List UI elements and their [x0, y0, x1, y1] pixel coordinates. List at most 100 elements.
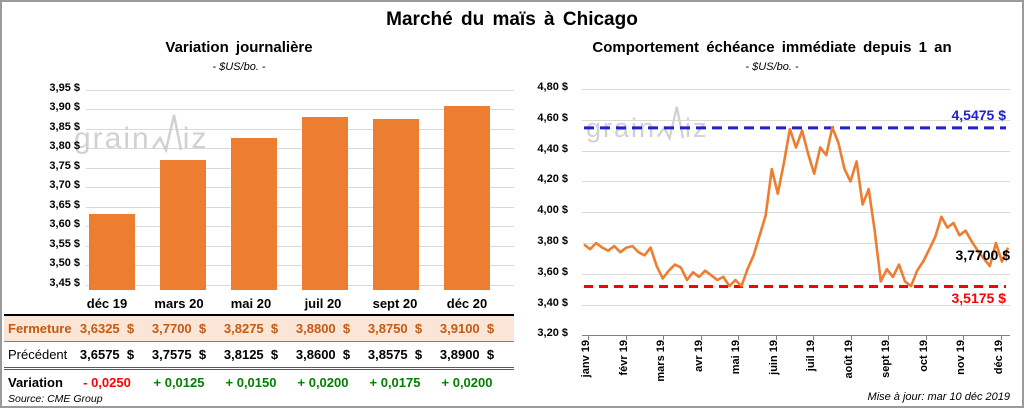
- x-axis-tick: [663, 335, 664, 340]
- y-axis-tick-label: 4,00 $: [537, 204, 568, 217]
- gridline: [86, 109, 514, 111]
- gridline: [86, 148, 514, 150]
- gridline: [582, 181, 1010, 183]
- watermark-spike-icon: [151, 114, 182, 154]
- y-axis-tick-label: 3,45 $: [49, 276, 80, 289]
- update-note: Mise à jour: mar 10 déc 2019: [867, 391, 1010, 403]
- bar: [160, 160, 206, 290]
- table-column-header: juil 20: [304, 295, 342, 311]
- x-axis-tick-label: sept 19: [880, 340, 892, 378]
- x-axis-tick: [625, 335, 627, 340]
- x-axis-tick-label: oct 19: [917, 340, 930, 372]
- table-cell: 3,8275 $: [223, 321, 279, 336]
- x-axis-tick-label: août 19: [842, 340, 855, 379]
- y-axis-tick-label: 3,60 $: [49, 218, 80, 231]
- y-axis-tick-label: 3,40 $: [537, 296, 568, 309]
- x-axis-tick-label: déc 19: [992, 340, 1005, 375]
- bar: [373, 119, 419, 290]
- table-cell: 3,8600 $: [295, 347, 351, 362]
- last-price-label: 3,7700 $: [955, 247, 1011, 263]
- gridline: [582, 304, 1010, 306]
- line-chart-plot-area: [582, 80, 1010, 340]
- gridline: [86, 206, 514, 208]
- bar: [302, 117, 348, 290]
- line-chart-subtitle: - $US/bo. -: [745, 61, 799, 73]
- y-axis-tick-label: 4,80 $: [537, 81, 568, 93]
- table-column-header: sept 20: [372, 295, 418, 311]
- table-column-header: déc 20: [446, 295, 488, 311]
- quotes-table: déc 19 mars 20 mai 20 juil 20 sept 20 déc 20 F…: [4, 292, 514, 394]
- table-cell: 3,8575 $: [367, 347, 423, 362]
- source-note: Source: CME Group: [8, 393, 103, 405]
- bar: [231, 137, 277, 290]
- table-cell: + 0,0175: [369, 374, 421, 390]
- y-axis-tick-label: 4,40 $: [537, 142, 568, 155]
- table-column-header: mai 20: [230, 295, 272, 311]
- support-value-label: 3,5175 $: [951, 290, 1007, 306]
- gridline: [86, 265, 514, 267]
- row-label: Fermeture: [8, 321, 72, 336]
- x-axis-tick-label: avr 19: [692, 340, 705, 372]
- y-axis-tick-label: 3,55 $: [49, 237, 80, 250]
- table-cell: 3,7575 $: [151, 347, 207, 362]
- y-axis-tick-label: 3,80 $: [537, 235, 568, 247]
- table-cell: 3,6575 $: [79, 347, 135, 362]
- y-axis-tick-label: 3,50 $: [49, 257, 80, 270]
- x-axis-tick: [588, 335, 589, 340]
- x-axis-tick-label: janv 19: [580, 340, 592, 378]
- watermark-text: grain: [74, 122, 151, 155]
- table-header-row: déc 19 mars 20 mai 20 juil 20 sept 20 déc 20: [4, 292, 514, 316]
- x-axis-tick-label: févr 19: [617, 340, 630, 376]
- gridline: [582, 89, 1010, 90]
- x-axis-tick-label: juin 19: [767, 340, 780, 375]
- table-cell: 3,8800 $: [295, 321, 351, 336]
- y-axis-tick-label: 3,20 $: [537, 327, 568, 340]
- x-axis-tick: [888, 335, 889, 340]
- gridline: [582, 150, 1010, 152]
- y-axis-tick-label: 3,80 $: [49, 140, 80, 153]
- table-row-fermeture: Fermeture 3,6325 $ 3,7700 $ 3,8275 $ 3,8800 …: [4, 316, 514, 342]
- page-title: Marché du maïs à Chicago: [386, 9, 638, 30]
- line-chart-title: Comportement échéance immédiate depuis 1…: [592, 39, 952, 56]
- table-cell: 3,6325 $: [79, 321, 135, 336]
- x-axis-tick: [925, 335, 927, 340]
- x-axis-tick: [813, 335, 814, 340]
- bar: [89, 213, 135, 290]
- table-column-header: déc 19: [86, 295, 128, 311]
- watermark-spike-icon: [657, 106, 685, 142]
- gridline: [582, 212, 1010, 214]
- bar-chart-title: Variation journalière: [165, 39, 313, 56]
- gridline: [86, 128, 514, 130]
- table-cell: 3,9100 $: [439, 321, 495, 336]
- y-axis-tick-label: 3,95 $: [49, 81, 80, 94]
- y-axis-tick-label: 3,75 $: [49, 159, 80, 172]
- resistance-value-label: 4,5475 $: [951, 107, 1007, 123]
- table-cell: 3,8125 $: [223, 347, 279, 362]
- x-axis-line: [582, 335, 1010, 337]
- gridline: [86, 226, 514, 228]
- x-axis-tick-label: mai 19: [730, 340, 742, 375]
- x-axis-tick-label: juil 19: [805, 340, 817, 372]
- y-axis-tick-label: 3,65 $: [49, 198, 80, 211]
- table-column-header: mars 20: [154, 295, 204, 311]
- table-cell: - 0,0250: [83, 374, 131, 390]
- x-axis-tick: [700, 335, 702, 340]
- row-label: Précédent: [8, 347, 68, 362]
- gridline: [86, 245, 514, 247]
- gridline: [582, 243, 1010, 244]
- y-axis-tick-label: 4,20 $: [537, 173, 568, 186]
- table-cell: + 0,0200: [441, 374, 493, 390]
- bar-chart-subtitle: - $US/bo. -: [212, 61, 266, 73]
- y-axis-tick-label: 3,85 $: [49, 120, 80, 133]
- table-cell: 3,7700 $: [151, 321, 207, 336]
- x-axis-tick: [775, 335, 777, 340]
- gridline: [86, 284, 514, 286]
- x-axis-tick: [738, 335, 739, 340]
- watermark-text: iz: [685, 113, 709, 143]
- table-row-variation: Variation - 0,0250 + 0,0125 + 0,0150 + 0,020…: [4, 370, 514, 394]
- grainwiz-watermark: grain iz: [74, 114, 208, 154]
- watermark-text: iz: [182, 122, 209, 155]
- y-axis-tick-label: 3,70 $: [49, 179, 80, 192]
- gridline: [582, 119, 1010, 121]
- y-axis-tick-label: 3,60 $: [537, 265, 568, 278]
